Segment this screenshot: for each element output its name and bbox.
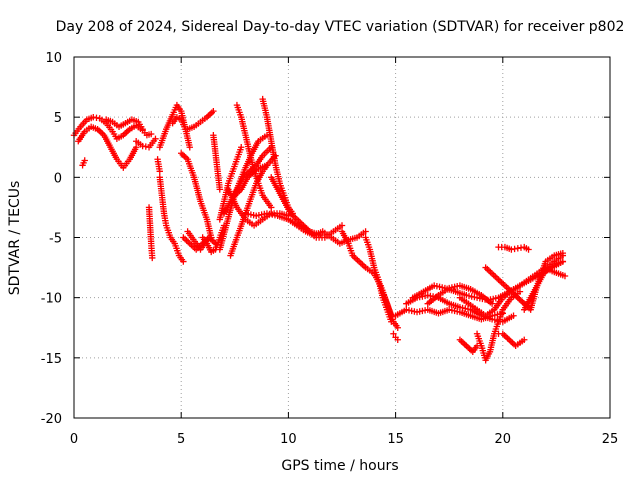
data-point xyxy=(210,107,217,115)
y-tick-label: -15 xyxy=(41,352,62,367)
x-tick-label: 25 xyxy=(602,432,619,447)
data-points xyxy=(70,95,569,364)
data-point xyxy=(456,336,464,343)
y-tick-label: 5 xyxy=(54,111,62,126)
y-tick-label: -5 xyxy=(49,232,62,247)
y-tick-label: -20 xyxy=(41,412,62,427)
data-point-trail xyxy=(72,98,566,362)
y-tick-label: -10 xyxy=(41,292,62,307)
x-tick-label: 0 xyxy=(70,432,78,447)
y-tick-label: 0 xyxy=(54,171,62,186)
data-point xyxy=(394,336,401,343)
data-point xyxy=(390,330,397,337)
x-axis-label: GPS time / hours xyxy=(281,458,398,474)
x-tick-label: 15 xyxy=(387,432,404,447)
chart-title: Day 208 of 2024, Sidereal Day-to-day VTE… xyxy=(56,19,625,35)
x-tick-label: 5 xyxy=(177,432,185,447)
y-tick-label: 10 xyxy=(45,51,62,66)
axes: 0 5 10 15 20 25 -20 -15 -10 -5 0 5 10 xyxy=(41,51,619,447)
y-axis-label: SDTVAR / TECUs xyxy=(7,181,23,296)
x-tick-label: 20 xyxy=(495,432,512,447)
x-tick-label: 10 xyxy=(280,432,297,447)
